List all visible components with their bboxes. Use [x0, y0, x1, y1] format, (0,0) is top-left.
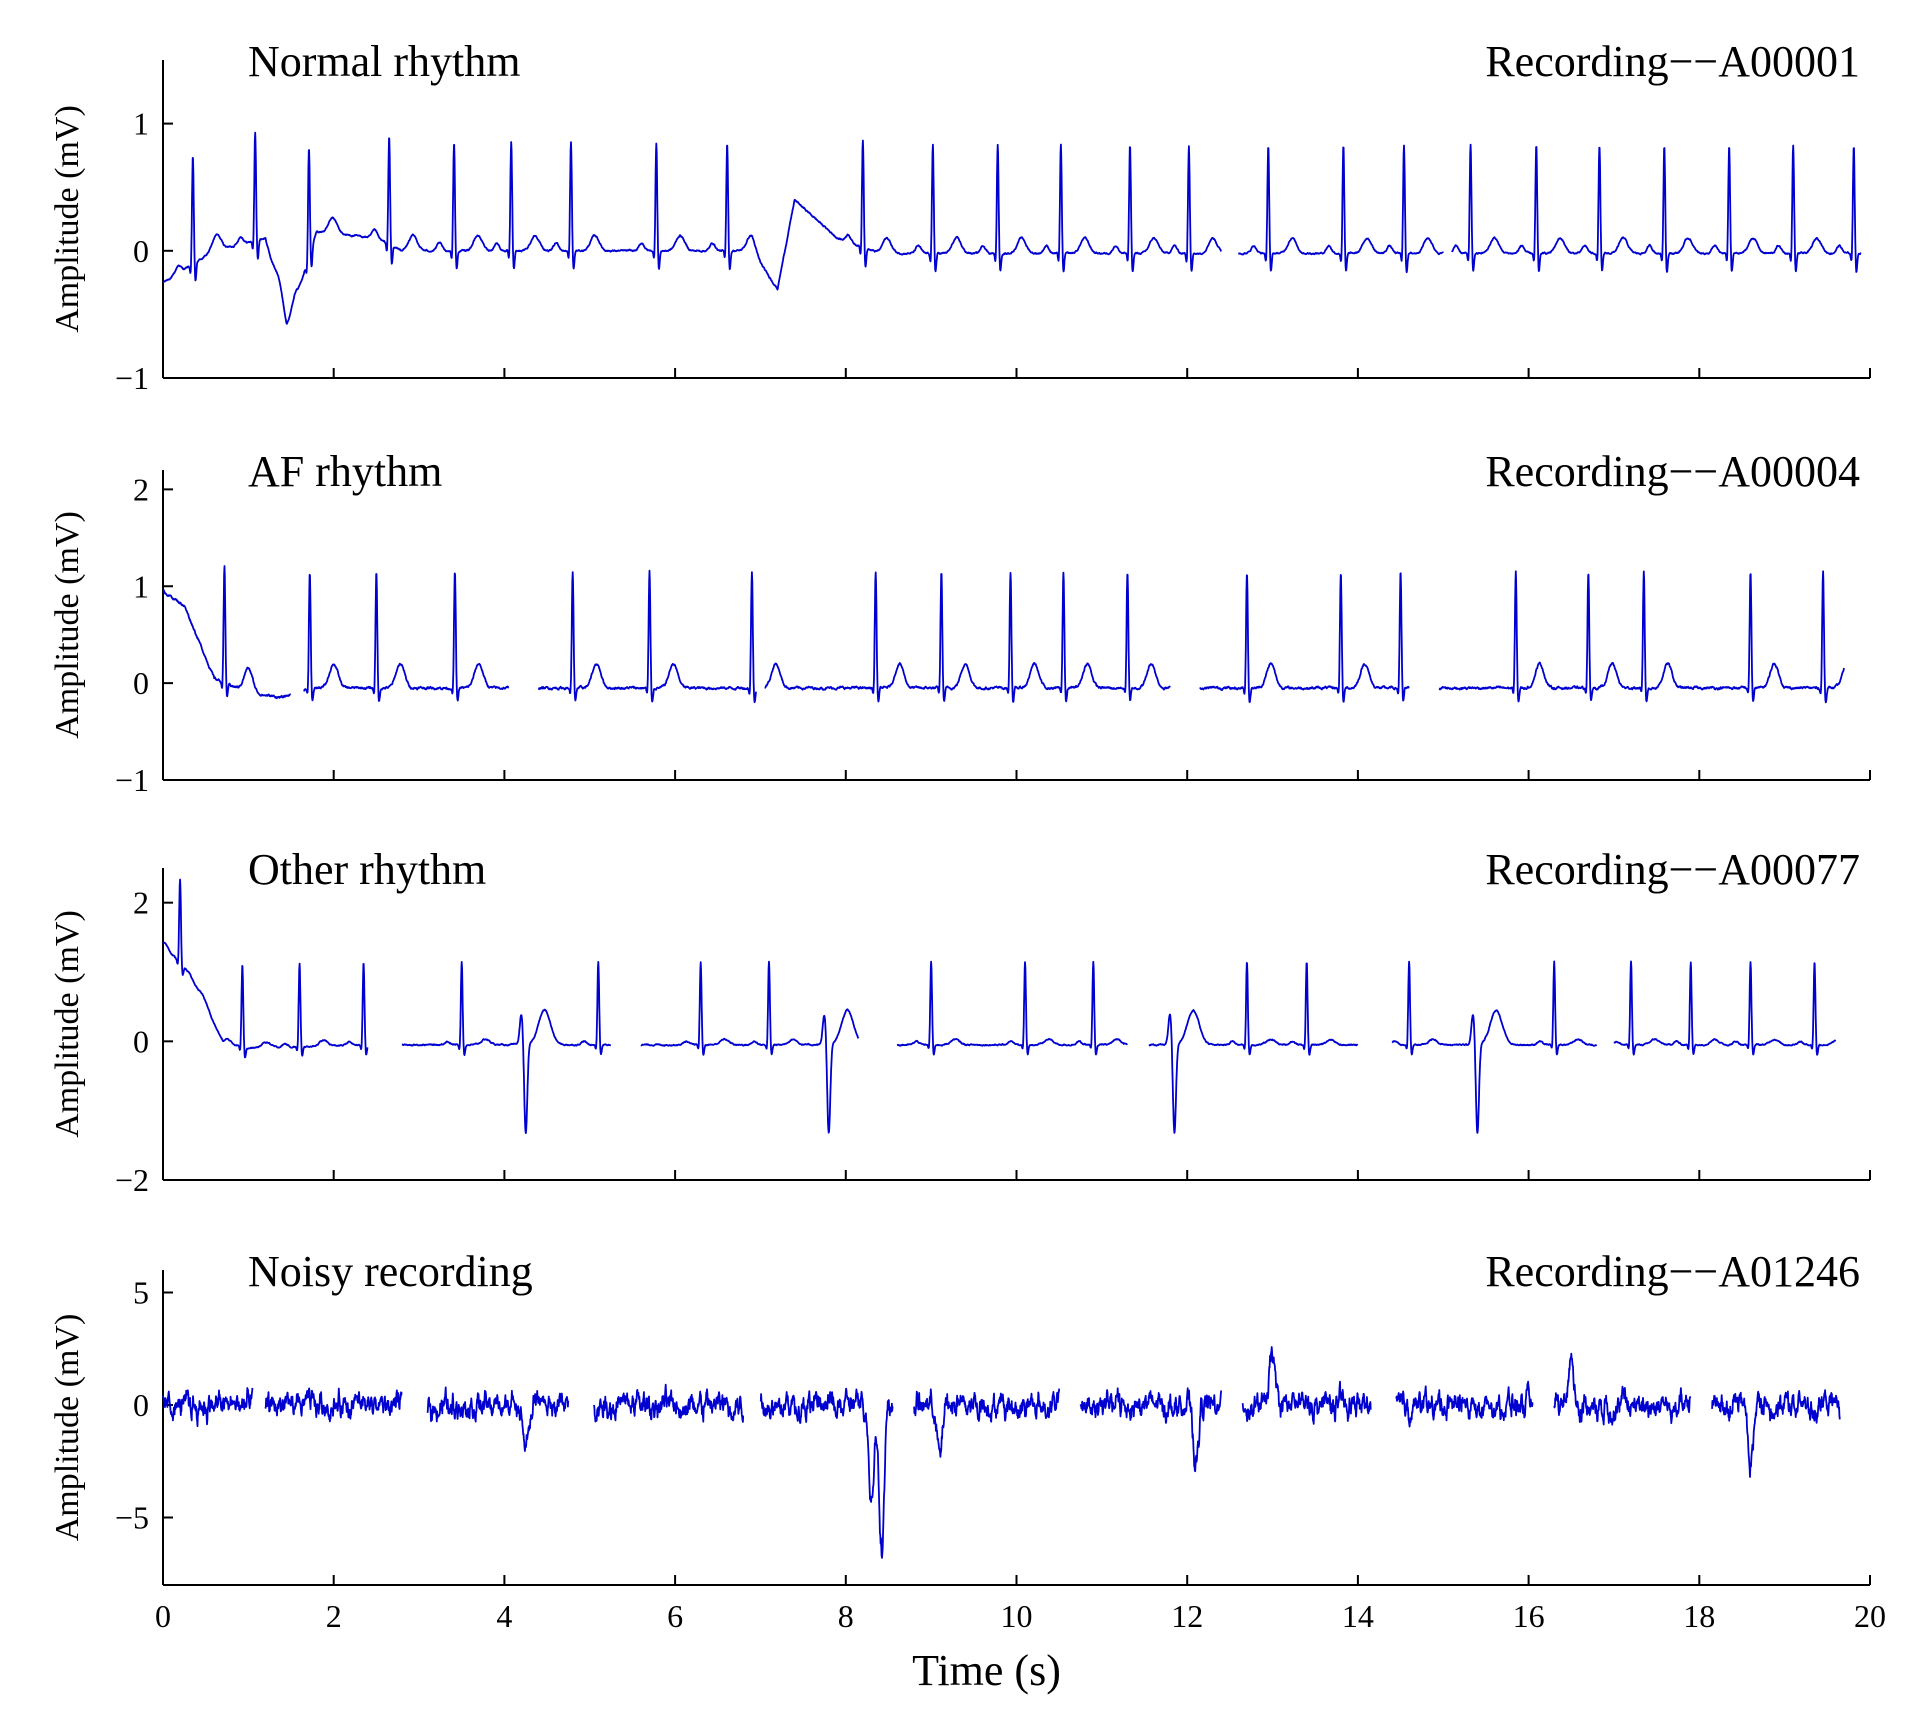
y-tick-label: 2 — [133, 471, 149, 507]
y-axis-label: Amplitude (mV) — [49, 105, 86, 333]
panels-container: −1 0 1 Amplitude (mV) Normal rhythm Recording… — [49, 37, 1886, 1634]
ecg-trace-segment — [913, 1388, 1061, 1458]
ecg-trace-segment — [401, 961, 612, 1134]
ecg-trace-segment — [1553, 1352, 1692, 1426]
y-axis-label: Amplitude (mV) — [49, 511, 86, 739]
recording-id: Recording−−A00004 — [1485, 447, 1860, 496]
ecg-trace-segment — [264, 1387, 403, 1423]
ecg-trace-segment — [764, 571, 1171, 703]
panel-title: Other rhythm — [248, 845, 486, 894]
y-axis-label: Amplitude (mV) — [49, 1314, 86, 1542]
ecg-panel-1: −1 0 1 Amplitude (mV) Normal rhythm Recording… — [49, 37, 1871, 396]
recording-id: Recording−−A01246 — [1485, 1247, 1860, 1296]
ecg-trace-segment — [1395, 1380, 1534, 1428]
recording-id: Recording−−A00077 — [1485, 845, 1860, 894]
x-tick-label: 16 — [1513, 1598, 1545, 1634]
y-tick-label: −5 — [115, 1500, 149, 1536]
y-tick-label: 0 — [133, 233, 149, 269]
ecg-trace-segment — [593, 1383, 745, 1423]
panel-title: AF rhythm — [248, 447, 442, 496]
y-tick-label: 5 — [133, 1275, 149, 1311]
x-axis-label: Time (s) — [912, 1646, 1061, 1695]
x-tick-label: 8 — [838, 1598, 854, 1634]
y-tick-label: 0 — [133, 1387, 149, 1423]
y-tick-label: 0 — [133, 665, 149, 701]
ecg-trace-segment — [759, 1387, 894, 1559]
ecg-trace-segment — [1613, 960, 1837, 1056]
ecg-panel-2: −1 0 1 2 Amplitude (mV) AF rhythm Recording−−A… — [49, 447, 1871, 798]
ecg-trace-segment — [640, 960, 860, 1134]
ecg-trace-segment — [896, 960, 1128, 1056]
ecg-trace-segment — [1148, 962, 1359, 1134]
panel-title: Noisy recording — [248, 1247, 533, 1296]
x-tick-label: 10 — [1001, 1598, 1033, 1634]
ecg-trace-segment — [1711, 1389, 1841, 1478]
ecg-trace-segment — [1199, 572, 1410, 703]
y-axis-label: Amplitude (mV) — [49, 910, 86, 1138]
ecg-trace-segment — [162, 1387, 254, 1428]
ecg-trace-segment — [162, 565, 292, 700]
ecg-panel-3: −2 0 2 Amplitude (mV) Other rhythm Recording−… — [49, 845, 1871, 1198]
x-tick-label: 20 — [1854, 1598, 1886, 1634]
panel-title: Normal rhythm — [248, 37, 521, 86]
y-tick-label: −1 — [115, 360, 149, 396]
x-tick-label: 18 — [1683, 1598, 1715, 1634]
ecg-trace-segment — [162, 131, 1223, 325]
ecg-trace-segment — [1391, 960, 1598, 1134]
y-tick-label: −2 — [115, 1162, 149, 1198]
x-tick-label: 2 — [326, 1598, 342, 1634]
y-tick-label: 2 — [133, 885, 149, 921]
x-tick-label: 4 — [496, 1598, 512, 1634]
y-tick-label: 0 — [133, 1023, 149, 1059]
ecg-panel-4: −5 0 5 0 2 4 6 8 10 12 14 16 18 20 Amplitude (mV) Noisy… — [49, 1247, 1886, 1634]
x-tick-label: 6 — [667, 1598, 683, 1634]
y-tick-label: −1 — [115, 762, 149, 798]
x-tick-label: 12 — [1171, 1598, 1203, 1634]
y-tick-label: 1 — [133, 106, 149, 142]
ecg-trace-segment — [1079, 1387, 1223, 1473]
recording-id: Recording−−A00001 — [1485, 37, 1860, 86]
ecg-trace-segment — [1237, 144, 1444, 274]
ecg-trace-segment — [426, 1386, 570, 1452]
x-tick-label: 14 — [1342, 1598, 1374, 1634]
ecg-trace-segment — [1241, 1346, 1372, 1425]
ecg-trace-segment — [303, 572, 510, 702]
ecg-trace-segment — [1451, 143, 1862, 273]
y-tick-label: 1 — [133, 568, 149, 604]
ecg-trace-segment — [537, 569, 757, 704]
ecg-trace-segment — [162, 878, 369, 1059]
x-tick-label: 0 — [155, 1598, 171, 1634]
ecg-trace-segment — [1438, 570, 1846, 704]
